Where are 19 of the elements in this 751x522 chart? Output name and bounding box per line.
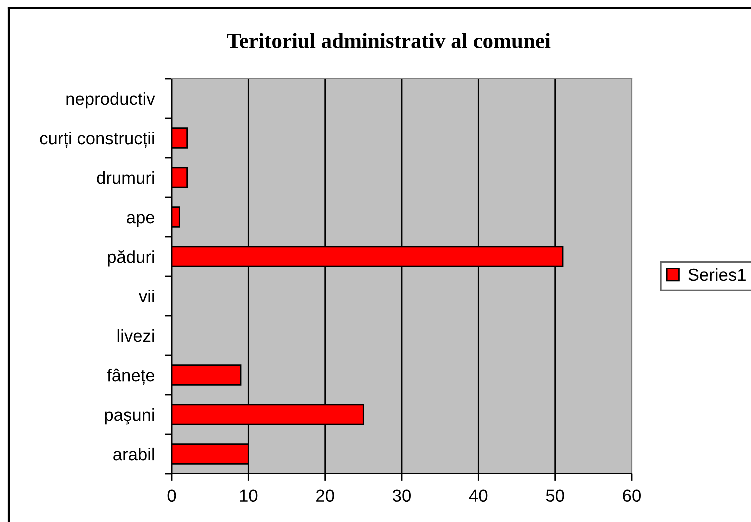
y-tick-label: paşuni — [105, 408, 154, 425]
x-tick-label: 40 — [469, 490, 488, 502]
y-tick-label: fânețe — [107, 368, 155, 386]
y-tick-label: curți construcții — [40, 132, 154, 148]
y-tick-label: livezi — [118, 329, 154, 342]
y-tick-label: arabil — [114, 448, 154, 461]
y-tick-label: păduri — [108, 250, 154, 267]
x-tick-label: 30 — [393, 490, 411, 502]
y-tick-label: ape — [127, 214, 155, 228]
x-tick-label: 60 — [623, 490, 641, 502]
chart-title: Teritoriul administrativ al comunei — [227, 33, 551, 48]
x-tick-label: 50 — [546, 490, 564, 502]
x-tick-label: 20 — [316, 490, 334, 502]
y-tick-label: drumuri — [97, 171, 154, 184]
y-tick-label: vii — [139, 290, 154, 303]
x-tick-label: 0 — [168, 490, 176, 502]
legend-label: Series1 — [688, 268, 746, 282]
y-tick-label: neproductiv — [66, 92, 156, 109]
x-tick-label: 10 — [240, 490, 258, 502]
